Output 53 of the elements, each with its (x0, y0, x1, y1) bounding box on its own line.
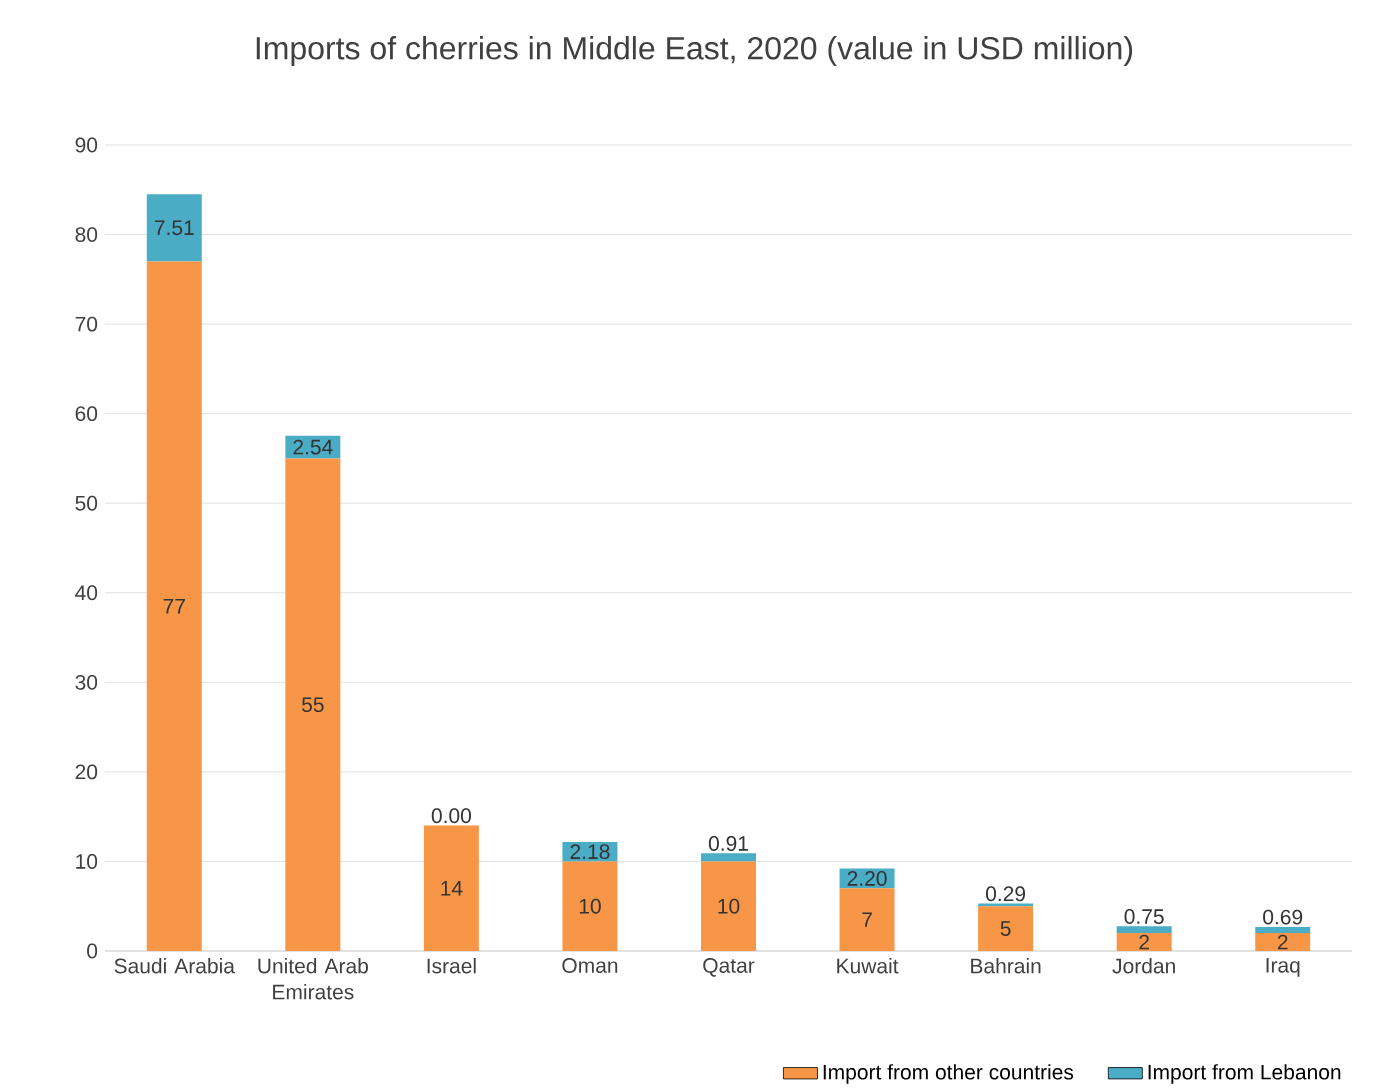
bar (1255, 926, 1311, 933)
x-tick-label: Bahrain (971, 957, 1041, 974)
bar (701, 861, 757, 951)
bar (701, 853, 757, 862)
y-tick-label: 80 (75, 226, 98, 242)
x-tick-label: Qatar (703, 957, 755, 977)
x-tick-label: Jordan (1112, 957, 1175, 974)
data-label: 2.20 (847, 870, 887, 886)
y-tick-label: 10 (76, 853, 98, 869)
data-label: 2.18 (570, 844, 610, 859)
x-tick-label: Iraq (1266, 957, 1300, 977)
data-label: 0.29 (985, 886, 1026, 902)
data-label: 2 (1277, 934, 1288, 950)
bar (1116, 926, 1172, 933)
y-tick-label: 0 (87, 943, 98, 959)
legend-label: Import from other countries (823, 1063, 1074, 1084)
bar (1116, 932, 1172, 951)
data-label: 2 (1139, 934, 1149, 950)
data-label: 10 (579, 898, 601, 914)
y-tick-label: 70 (75, 316, 98, 332)
bar (285, 458, 341, 951)
x-tick-label: Kuwait (837, 957, 899, 974)
chart-title: Imports of cherries in Middle East, 2020 (value in USD million) (256, 35, 1133, 66)
data-label: 77 (163, 598, 185, 614)
bar (146, 261, 202, 951)
data-label: 2.54 (293, 439, 333, 455)
data-label: 0.91 (708, 835, 748, 851)
y-tick-label: 60 (75, 406, 98, 421)
data-label: 0.69 (1263, 909, 1303, 925)
bar (1255, 932, 1311, 951)
legend-label: Import from Lebanon (1148, 1063, 1341, 1084)
bar (146, 194, 202, 262)
bar (423, 825, 479, 951)
bar (562, 861, 618, 951)
data-label: 10 (718, 898, 740, 914)
data-label: 0.00 (431, 808, 471, 824)
y-tick-label: 20 (75, 764, 98, 780)
x-tick-label: United Arab Emirates (258, 957, 368, 1000)
y-tick-label: 30 (75, 674, 98, 690)
data-label: 7.51 (154, 220, 194, 235)
x-tick-label: Oman (562, 957, 618, 973)
bar (839, 888, 895, 951)
data-label: 55 (302, 697, 324, 712)
y-tick-label: 40 (75, 585, 98, 601)
data-label: 14 (441, 880, 463, 896)
data-label: 0.75 (1124, 908, 1164, 924)
x-tick-label: Israel (427, 957, 476, 974)
y-tick-label: 50 (75, 495, 98, 511)
data-label: 5 (1000, 921, 1011, 936)
data-label: 7 (862, 912, 872, 927)
x-tick-label: Saudi Arabia (114, 957, 235, 974)
bar (978, 906, 1034, 951)
y-tick-label: 90 (75, 137, 98, 153)
